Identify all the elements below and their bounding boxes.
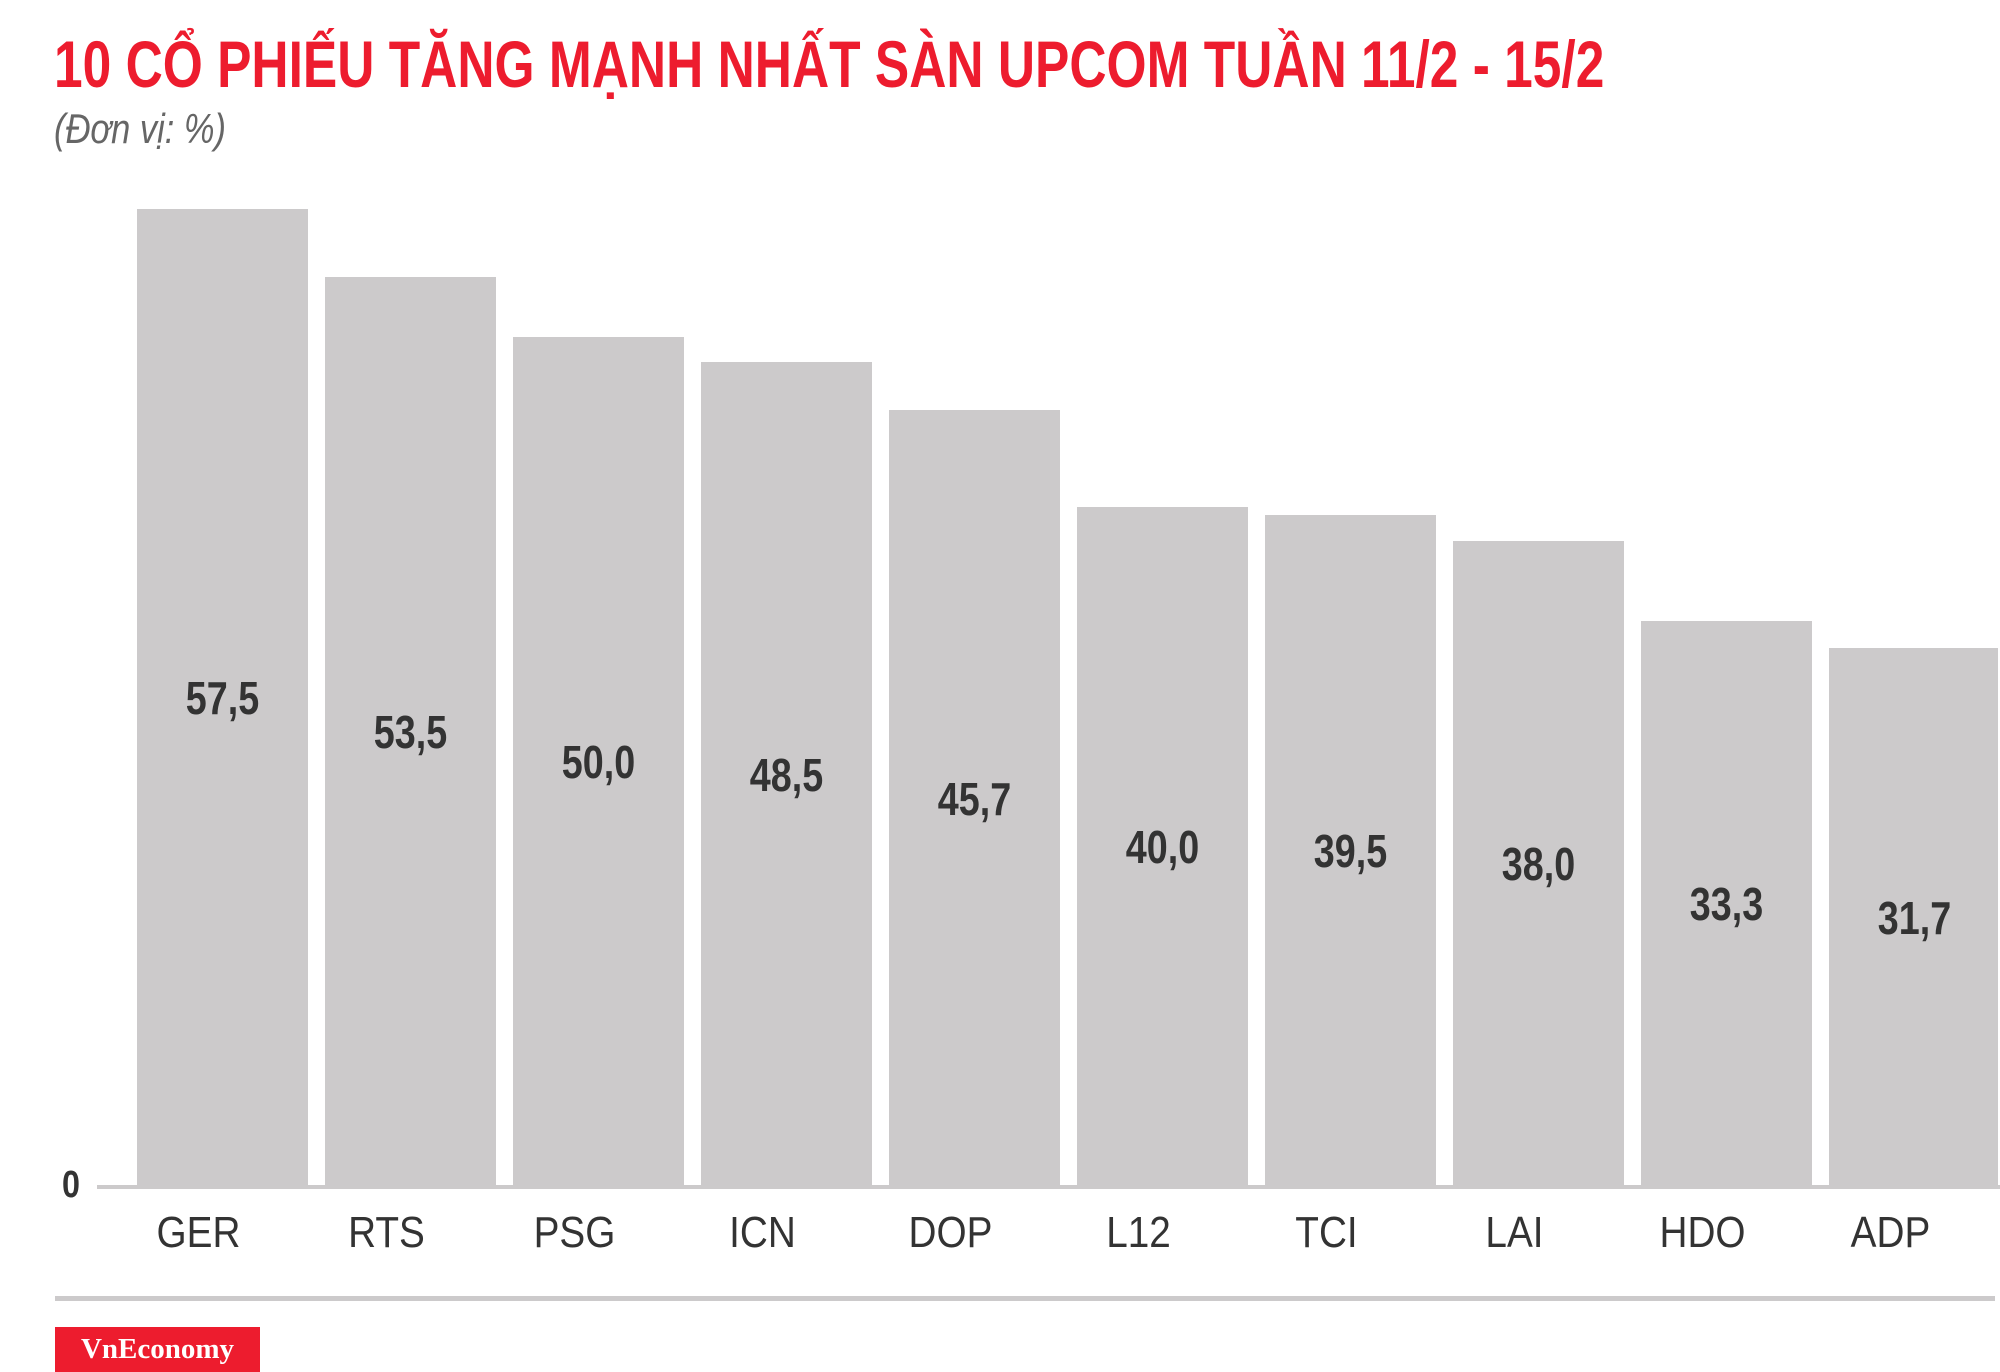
bar-tci: 39,5 (1265, 515, 1436, 1189)
x-axis-label-rts: RTS (348, 1208, 425, 1257)
x-axis-label-lai: LAI (1485, 1208, 1544, 1257)
x-axis-label-tci: TCI (1295, 1208, 1358, 1257)
bar-value-label: 50,0 (561, 736, 636, 788)
bar-value-label: 39,5 (1313, 825, 1388, 877)
footer-divider (55, 1296, 1995, 1301)
bar-icn: 48,5 (701, 362, 872, 1189)
x-axis-label-psg: PSG (533, 1208, 616, 1257)
x-axis-label-adp: ADP (1850, 1208, 1931, 1257)
vneconomy-logo: VnEconomy (55, 1327, 260, 1372)
x-axis-label-ger: GER (156, 1208, 241, 1257)
bar-value-label: 40,0 (1125, 821, 1200, 873)
bar-lai: 38,0 (1453, 541, 1624, 1189)
x-axis-label-l12: L12 (1106, 1208, 1171, 1257)
bar-value-label: 53,5 (373, 706, 448, 758)
bar-value-label: 33,3 (1689, 878, 1764, 930)
x-axis-label-icn: ICN (729, 1208, 796, 1257)
bar-value-label: 45,7 (937, 772, 1012, 825)
x-axis-label-dop: DOP (908, 1208, 993, 1257)
bar-hdo: 33,3 (1641, 621, 1812, 1189)
bar-adp: 31,7 (1829, 648, 1998, 1189)
bar-value-label: 38,0 (1501, 838, 1576, 890)
bar-ger: 57,5 (137, 209, 308, 1189)
bar-value-label: 48,5 (749, 748, 824, 801)
x-axis-baseline (97, 1185, 2000, 1189)
unit-subtitle: (Đơn vị: %) (54, 105, 226, 152)
bar-psg: 50,0 (513, 337, 684, 1189)
bar-dop: 45,7 (889, 410, 1060, 1189)
bar-value-label: 57,5 (185, 672, 260, 724)
bar-l12: 40,0 (1077, 507, 1248, 1189)
y-axis-zero-label: 0 (62, 1164, 80, 1206)
bar-rts: 53,5 (325, 277, 496, 1189)
chart-title: 10 CỔ PHIẾU TĂNG MẠNH NHẤT SÀN UPCOM TUẦ… (54, 27, 1605, 101)
x-axis-label-hdo: HDO (1659, 1208, 1746, 1257)
bar-value-label: 31,7 (1877, 891, 1952, 944)
